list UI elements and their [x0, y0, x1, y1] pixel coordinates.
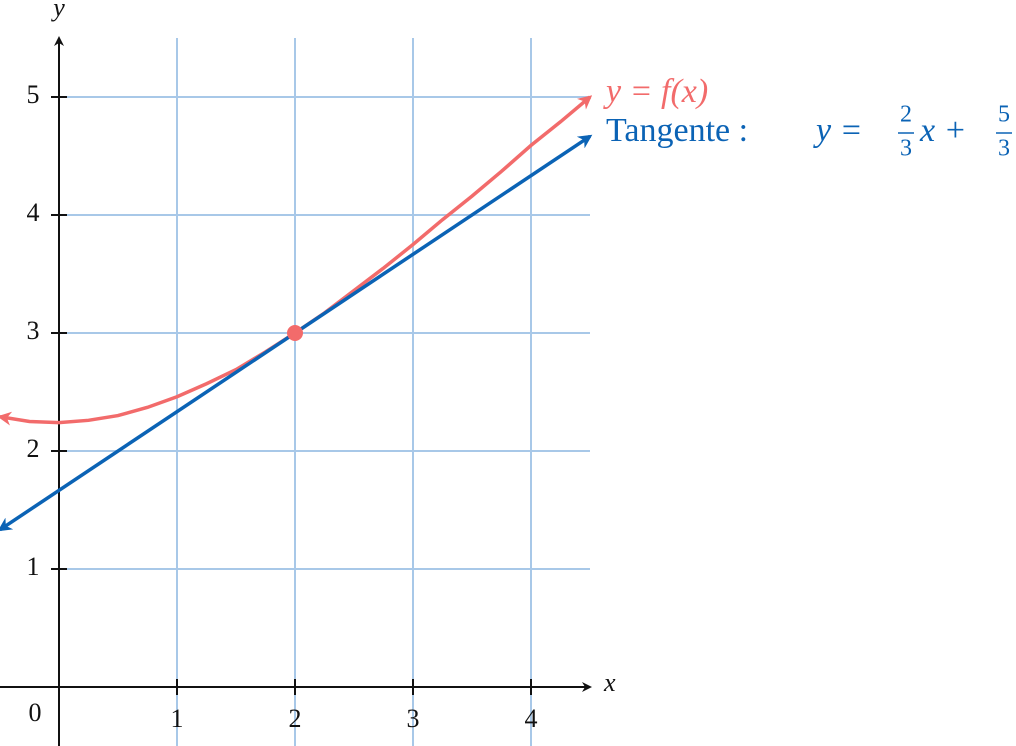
tangent-label: Tangente : y = 2 3 x + 5 3 [606, 102, 1012, 162]
y-tick-label: 1 [27, 552, 40, 581]
x-tick-label: 4 [525, 704, 538, 733]
tangent-name: Tangente : [606, 112, 748, 149]
fraction-num: 5 [998, 102, 1010, 128]
point [287, 325, 303, 341]
x-tick-label: 1 [171, 704, 184, 733]
y-tick-label: 5 [27, 80, 40, 109]
fraction-den: 3 [900, 136, 912, 162]
equation-part: x + [919, 112, 967, 149]
equation-part: y = [813, 112, 863, 149]
fraction-num: 2 [900, 102, 912, 128]
origin-label: 0 [29, 698, 42, 727]
x-axis-label: x [603, 668, 616, 697]
curve-label: y = f(x) [603, 73, 708, 110]
y-tick-label: 2 [27, 434, 40, 463]
y-tick-label: 4 [27, 198, 40, 227]
x-tick-label: 3 [407, 704, 420, 733]
fraction-den: 3 [998, 136, 1010, 162]
y-axis-label: y [50, 0, 65, 22]
x-tick-label: 2 [289, 704, 302, 733]
y-tick-label: 3 [27, 316, 40, 345]
